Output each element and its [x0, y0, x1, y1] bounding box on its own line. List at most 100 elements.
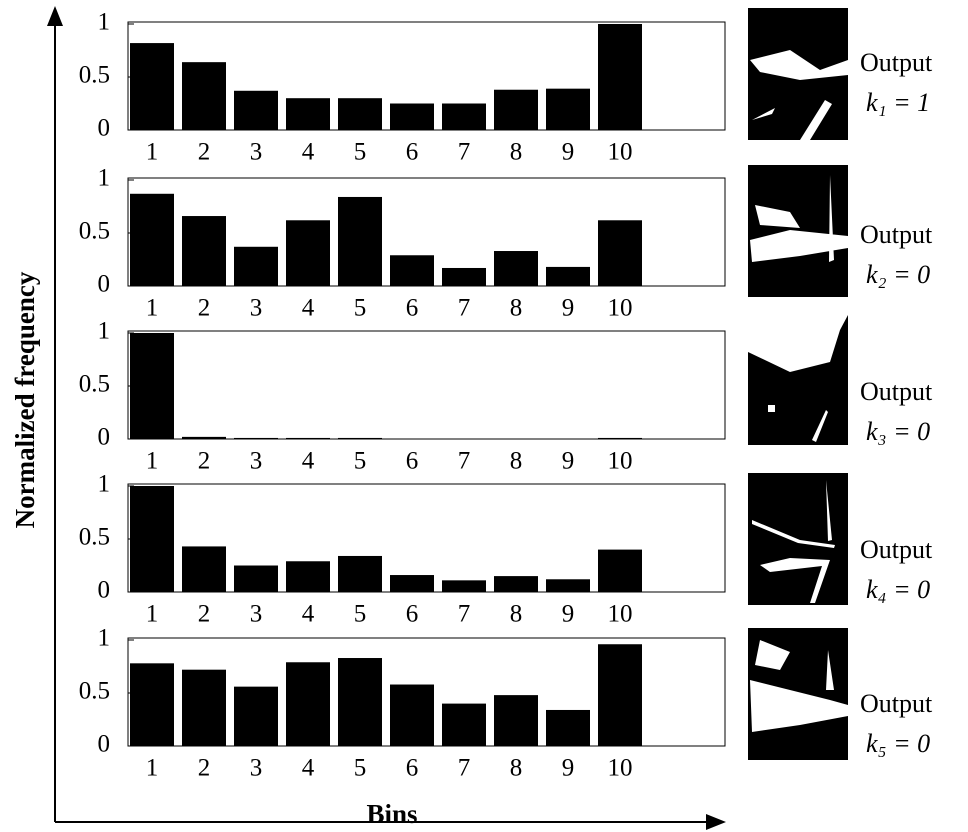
y-tick-label: 0 [98, 271, 111, 298]
bar [546, 89, 590, 130]
bar [442, 580, 486, 592]
y-tick-label: 1 [98, 471, 111, 498]
annotation: Output [860, 220, 933, 249]
x-tick-label: 2 [198, 139, 211, 166]
x-tick-label: 1 [146, 755, 159, 782]
y-tick-label: 0 [98, 115, 111, 142]
x-tick-label: 4 [302, 601, 315, 628]
x-tick-label: 6 [406, 295, 419, 322]
bar [390, 104, 434, 131]
bar [442, 268, 486, 286]
annotation: k₁ = 1 [866, 88, 930, 117]
annotation: Output [860, 48, 933, 77]
y-tick-label: 0.5 [79, 524, 110, 551]
bar [130, 486, 174, 592]
x-tick-label: 5 [354, 755, 367, 782]
bar [286, 438, 330, 439]
x-tick-label: 5 [354, 601, 367, 628]
x-tick-label: 10 [608, 139, 633, 166]
annotation: k₅ = 0 [866, 729, 930, 758]
plot-frame [128, 331, 725, 439]
bar [494, 251, 538, 286]
annotation: k₂ = 0 [866, 260, 930, 289]
x-axis-label: Bins [366, 799, 417, 829]
bar [286, 561, 330, 592]
x-tick-label: 8 [510, 139, 523, 166]
bar [338, 556, 382, 592]
x-tick-label: 7 [458, 139, 471, 166]
x-tick-label: 7 [458, 755, 471, 782]
annotation: k₃ = 0 [866, 417, 930, 446]
y-tick-label: 0.5 [79, 218, 110, 245]
bar [338, 197, 382, 286]
y-tick-label: 1 [98, 9, 111, 36]
x-tick-label: 6 [406, 139, 419, 166]
x-tick-label: 7 [458, 601, 471, 628]
y-axis-label: Normalized frequency [10, 271, 40, 528]
figure: Normalized frequency Bins 0 0.5 1 1 2 3 4 5 6 7 8 9… [0, 0, 968, 832]
y-tick-label: 1 [98, 318, 111, 345]
bar [598, 438, 642, 439]
bar [546, 267, 590, 286]
x-tick-label: 4 [302, 755, 315, 782]
x-tick-label: 7 [458, 448, 471, 475]
bar [234, 91, 278, 130]
bar [130, 333, 174, 439]
bar [286, 662, 330, 746]
bar [546, 579, 590, 592]
x-tick-label: 1 [146, 139, 159, 166]
x-tick-label: 5 [354, 295, 367, 322]
bar [130, 194, 174, 286]
x-tick-label: 9 [562, 601, 575, 628]
bar [390, 685, 434, 746]
x-tick-label: 1 [146, 295, 159, 322]
bar [234, 687, 278, 746]
bar [598, 220, 642, 286]
y-tick-label: 1 [98, 165, 111, 192]
x-tick-label: 10 [608, 295, 633, 322]
bar [234, 247, 278, 286]
bar [494, 576, 538, 592]
bar [286, 98, 330, 130]
x-tick-label: 2 [198, 601, 211, 628]
annotation: Output [860, 689, 933, 718]
x-tick-label: 1 [146, 601, 159, 628]
bar [234, 438, 278, 439]
x-tick-label: 3 [250, 755, 263, 782]
bar [598, 24, 642, 130]
bar [182, 216, 226, 286]
bar [494, 90, 538, 130]
bar [598, 550, 642, 592]
x-tick-label: 8 [510, 448, 523, 475]
bar [390, 575, 434, 592]
x-tick-label: 7 [458, 295, 471, 322]
annotation: k₄ = 0 [866, 575, 930, 604]
annotation: Output [860, 377, 933, 406]
x-tick-label: 9 [562, 295, 575, 322]
x-tick-label: 8 [510, 601, 523, 628]
x-tick-label: 6 [406, 755, 419, 782]
bar [130, 43, 174, 130]
annotation: Output [860, 535, 933, 564]
x-tick-label: 5 [354, 139, 367, 166]
y-tick-label: 0.5 [79, 678, 110, 705]
x-tick-label: 3 [250, 448, 263, 475]
x-tick-label: 10 [608, 448, 633, 475]
y-tick-label: 0 [98, 577, 111, 604]
x-tick-label: 5 [354, 448, 367, 475]
x-tick-label: 4 [302, 139, 315, 166]
x-tick-label: 9 [562, 448, 575, 475]
y-tick-label: 0.5 [79, 371, 110, 398]
bar [442, 704, 486, 746]
x-tick-label: 2 [198, 448, 211, 475]
bar [182, 670, 226, 746]
x-tick-label: 2 [198, 755, 211, 782]
bar [390, 255, 434, 286]
x-tick-label: 3 [250, 601, 263, 628]
x-tick-label: 6 [406, 601, 419, 628]
y-tick-label: 1 [98, 625, 111, 652]
x-tick-label: 8 [510, 755, 523, 782]
bar [338, 658, 382, 746]
bar [182, 546, 226, 592]
x-tick-label: 9 [562, 139, 575, 166]
